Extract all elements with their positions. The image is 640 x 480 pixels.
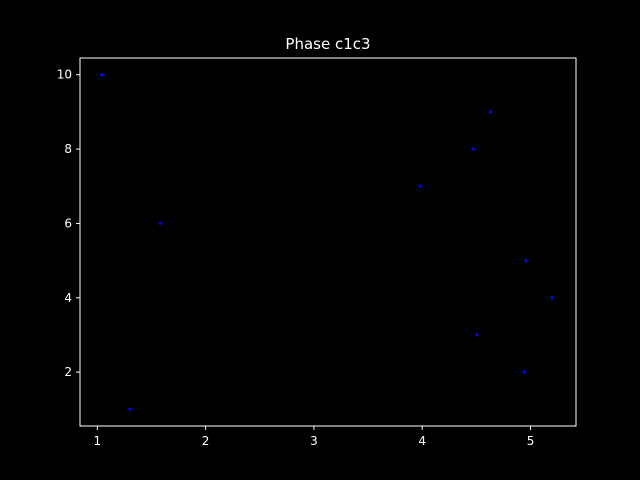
y-axis: 2 4 6 8 10	[57, 68, 80, 379]
plot-area	[80, 58, 576, 426]
axes-frame	[79, 57, 577, 427]
x-tick-label: 2	[202, 434, 210, 448]
data-point	[158, 221, 162, 226]
x-tick-label: 3	[310, 434, 318, 448]
y-tick-label: 10	[57, 68, 72, 82]
data-point	[128, 407, 132, 411]
data-point	[471, 147, 475, 151]
data-point	[550, 296, 554, 300]
x-axis: 1 2 3 4 5	[94, 426, 535, 448]
data-point	[100, 73, 104, 77]
data-point	[488, 110, 493, 114]
y-tick-label: 8	[64, 142, 72, 156]
data-point	[418, 184, 422, 188]
chart-title: Phase c1c3	[285, 35, 370, 53]
y-tick-label: 2	[64, 365, 72, 379]
y-tick-label: 4	[64, 291, 72, 305]
y-tick-label: 6	[64, 216, 72, 230]
plot-background	[80, 58, 576, 426]
x-tick-label: 5	[527, 434, 535, 448]
x-tick-label: 4	[418, 434, 426, 448]
x-tick-label: 1	[94, 434, 102, 448]
data-points	[100, 73, 554, 411]
data-point	[474, 333, 478, 337]
data-point	[522, 370, 526, 374]
data-point	[524, 258, 528, 263]
